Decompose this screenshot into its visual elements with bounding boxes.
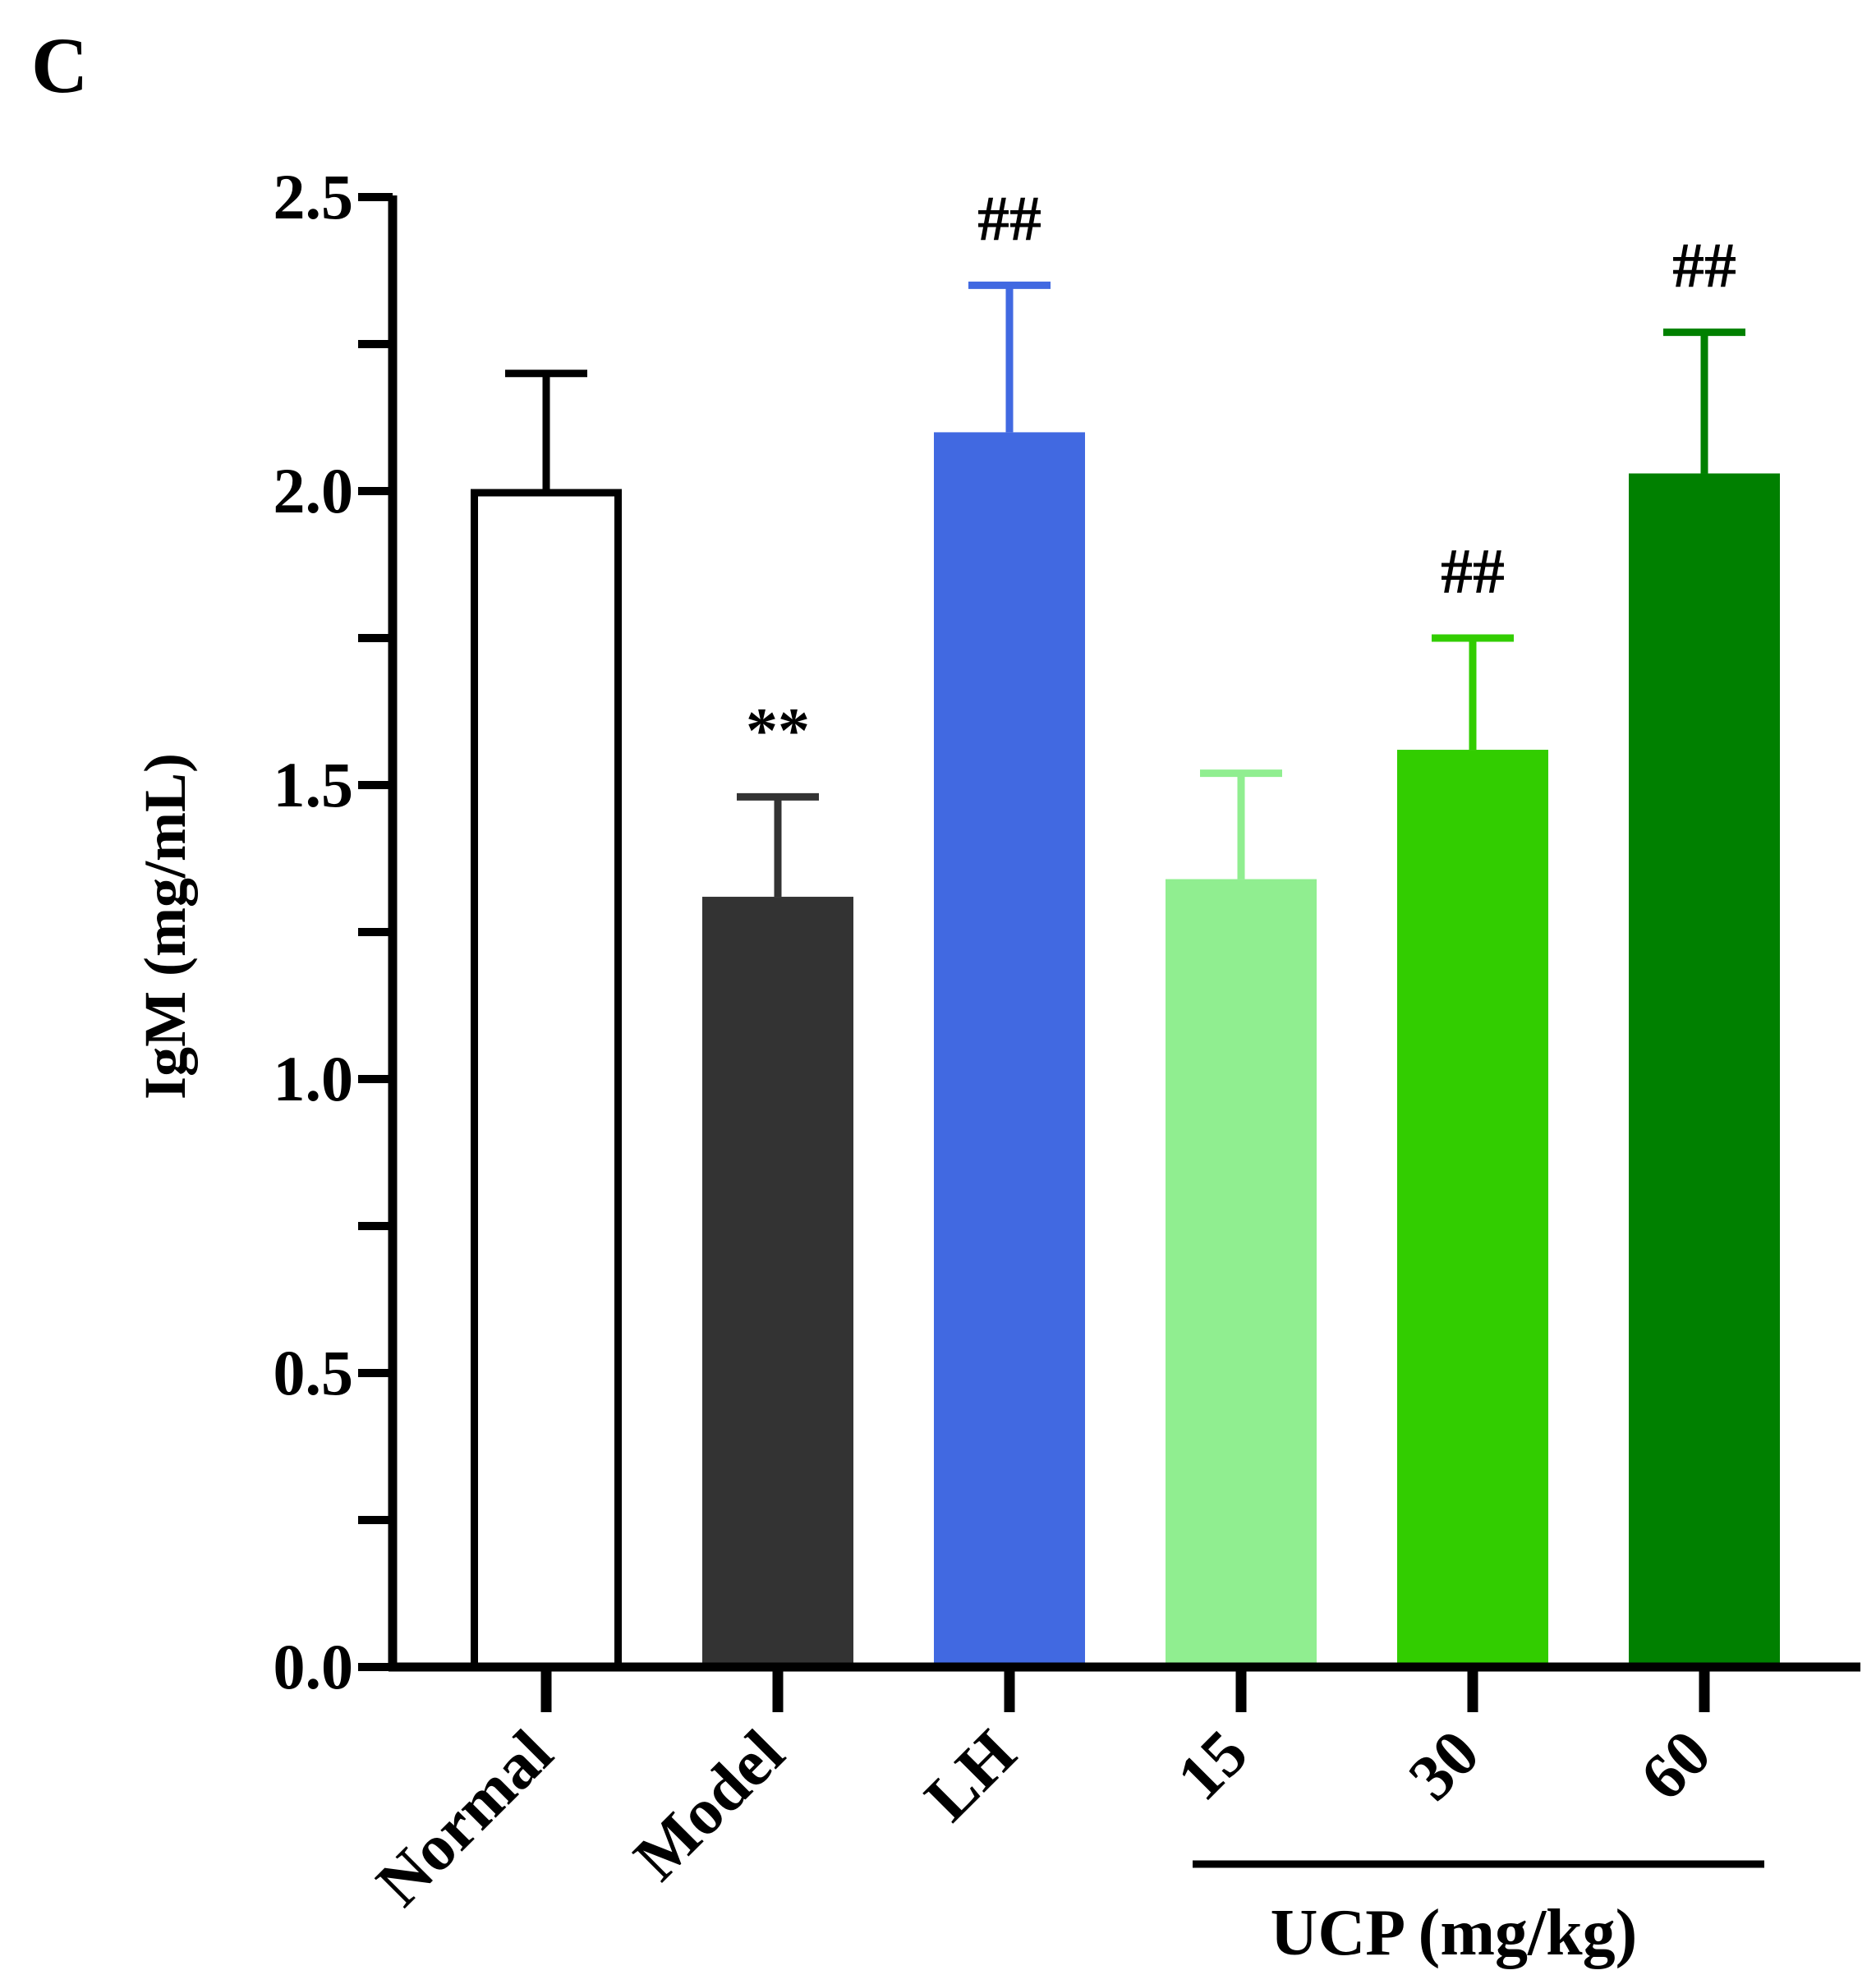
x-ticks-group: Normal Model LH 15 30 60 <box>363 1667 1725 1920</box>
ucp-group-label: UCP (mg/kg) <box>1271 1897 1638 1969</box>
bar-15 <box>1166 879 1317 1667</box>
error-bars-group <box>505 281 1745 898</box>
bar-lh <box>934 432 1085 1667</box>
y-tick-label: 0.5 <box>274 1337 354 1408</box>
bar-model <box>702 897 853 1667</box>
annotation-model: ** <box>746 694 810 765</box>
x-tick-label-15: 15 <box>1164 1717 1262 1815</box>
y-tick-label: 1.0 <box>274 1043 354 1114</box>
annotation-60: ## <box>1672 230 1736 301</box>
y-ticks-group: 0.0 0.5 1.0 1.5 2.0 2.5 <box>274 161 393 1702</box>
y-tick-label: 1.5 <box>274 749 354 820</box>
annotation-30: ## <box>1441 535 1505 607</box>
bars-group <box>471 432 1780 1671</box>
x-tick-label-30: 30 <box>1396 1717 1493 1815</box>
bar-normal <box>471 489 622 1671</box>
y-tick-label: 2.0 <box>274 455 354 526</box>
bar-30 <box>1397 750 1548 1667</box>
annotation-lh: ## <box>977 182 1041 254</box>
x-tick-label-lh: LH <box>912 1717 1030 1835</box>
x-tick-label-model: Model <box>621 1717 798 1894</box>
x-tick-label-normal: Normal <box>363 1717 567 1921</box>
annotations-group: ** ## ## ## <box>746 182 1736 765</box>
y-tick-label: 2.5 <box>274 161 354 232</box>
y-tick-label: 0.0 <box>274 1631 354 1702</box>
bar-60 <box>1629 473 1780 1667</box>
panel-label: C <box>31 21 88 109</box>
y-axis-label: IgM (mg/mL) <box>132 753 198 1100</box>
x-tick-label-60: 60 <box>1627 1717 1725 1815</box>
